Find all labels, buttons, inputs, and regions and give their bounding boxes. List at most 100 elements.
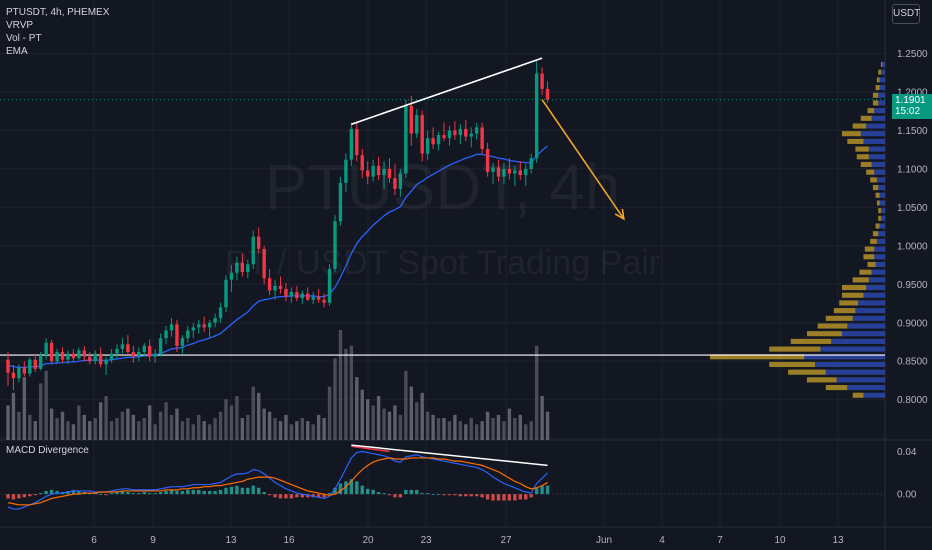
candle-body <box>360 155 364 171</box>
vrvp-up-bar <box>871 115 885 121</box>
macd-histogram-bar <box>186 489 190 495</box>
time-axis-label: 9 <box>150 535 156 546</box>
candle-body <box>33 359 37 369</box>
macd-divergence-line <box>351 444 548 467</box>
vrvp-down-bar <box>878 208 881 214</box>
candle-body <box>169 324 174 331</box>
volume-bar <box>507 408 512 440</box>
price-axis-label: 1.1500 <box>897 126 928 137</box>
candle-body <box>218 307 223 319</box>
volume-bar <box>33 421 37 440</box>
macd-histogram-bar <box>338 483 343 495</box>
vrvp-down-bar <box>841 292 864 298</box>
macd-axis-label: 0.00 <box>897 490 917 501</box>
vrvp-up-bar <box>860 131 885 137</box>
vrvp-up-bar <box>871 161 885 168</box>
volume-bar <box>278 421 283 440</box>
vrvp-down-bar <box>710 354 805 360</box>
volume-bar <box>300 418 304 440</box>
macd-histogram-bar <box>366 488 370 495</box>
volume-bar <box>382 408 386 440</box>
volume-bar <box>207 424 212 440</box>
candle-body <box>322 299 326 303</box>
candle-body <box>180 338 185 346</box>
volume-bar <box>66 421 70 440</box>
macd-histogram-bar <box>425 493 430 495</box>
macd-axis-label: 0.04 <box>897 447 917 458</box>
macd-histogram-bar <box>246 487 250 495</box>
time-axis-label: 10 <box>774 535 786 546</box>
macd-histogram-bar <box>360 485 364 495</box>
price-axis-label: 0.8000 <box>897 395 928 406</box>
macd-histogram-bar <box>344 481 348 495</box>
macd-histogram-bar <box>458 494 463 497</box>
volume-bar <box>71 424 76 440</box>
time-axis-label: 27 <box>500 535 512 546</box>
legend-ema[interactable]: EMA <box>6 46 28 57</box>
macd-histogram-bar <box>333 487 337 495</box>
candle-body <box>496 167 501 177</box>
volume-bar <box>98 402 103 440</box>
volume-bar <box>387 411 392 440</box>
volume-bar <box>246 414 250 440</box>
volume-bar <box>126 408 130 440</box>
macd-histogram-bar <box>393 494 397 498</box>
vrvp-down-bar <box>866 169 875 175</box>
macd-histogram-bar <box>202 490 206 495</box>
macd-histogram-bar <box>415 489 419 495</box>
legend-symbol[interactable]: PTUSDT, 4h, PHEMEX <box>6 7 110 18</box>
volume-bar <box>420 392 424 440</box>
vrvp-up-bar <box>852 315 885 321</box>
vrvp-up-bar <box>868 146 885 152</box>
candle-body <box>431 138 435 145</box>
candle-body <box>333 221 337 269</box>
volume-bar <box>164 402 168 440</box>
vrvp-up-bar <box>868 154 885 160</box>
macd-histogram-bar <box>137 493 141 495</box>
trendline <box>351 57 543 126</box>
macd-histogram-bar <box>289 494 294 499</box>
price-axis-label: 0.9500 <box>897 280 928 291</box>
candle-body <box>534 73 539 159</box>
vrvp-up-bar <box>879 192 885 198</box>
vrvp-up-bar <box>876 177 885 183</box>
candle-body <box>289 292 294 297</box>
macd-histogram-bar <box>262 492 266 495</box>
vrvp-up-bar <box>879 77 885 83</box>
time-axis-label: 6 <box>91 535 97 546</box>
volume-bar <box>180 421 185 440</box>
macd-legend[interactable]: MACD Divergence <box>6 445 89 456</box>
macd-histogram-bar <box>126 492 130 495</box>
vrvp-down-bar <box>875 192 880 198</box>
candle-body <box>60 352 65 360</box>
macd-histogram-bar <box>409 489 413 495</box>
legend-volume[interactable]: Vol - PT <box>6 33 42 44</box>
macd-histogram-bar <box>524 494 528 500</box>
price-axis-label: 0.8500 <box>897 357 928 368</box>
legend-vrvp[interactable]: VRVP <box>6 20 34 31</box>
macd-histogram-bar <box>71 489 76 495</box>
macd-histogram-bar <box>28 494 32 497</box>
time-axis-label: 16 <box>283 535 295 546</box>
vrvp-down-bar <box>867 108 875 114</box>
vrvp-up-bar <box>882 61 885 68</box>
volume-bar <box>442 418 446 440</box>
currency-button[interactable]: USDT <box>892 4 920 24</box>
vrvp-up-bar <box>874 254 885 260</box>
macd-histogram-bar <box>300 494 304 498</box>
candle-body <box>28 359 32 374</box>
candle-body <box>284 288 288 297</box>
macd-histogram-bar <box>322 494 326 498</box>
vrvp-up-bar <box>874 246 885 252</box>
candle-body <box>115 348 119 354</box>
volume-bar <box>202 421 206 440</box>
candle-body <box>104 359 108 365</box>
volume-bar <box>415 402 419 440</box>
volume-bar <box>360 389 364 440</box>
macd-histogram-bar <box>224 487 228 495</box>
macd-histogram-bar <box>207 490 212 495</box>
volume-bar <box>6 405 10 440</box>
time-axis-label: 13 <box>225 535 237 546</box>
volume-bar <box>257 392 261 440</box>
